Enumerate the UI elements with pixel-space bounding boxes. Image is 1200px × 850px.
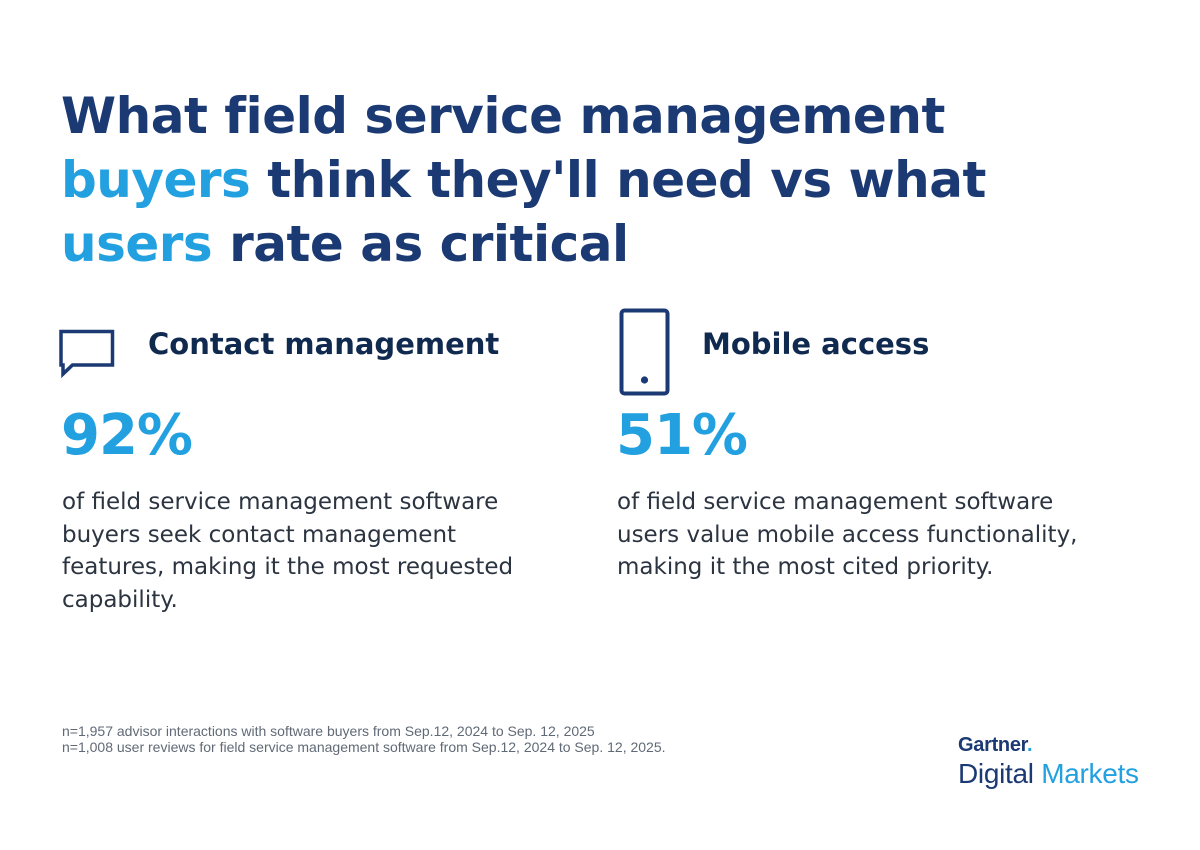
footnotes: n=1,957 advisor interactions with softwa…	[62, 723, 666, 755]
stat-description: of field service management software buy…	[62, 489, 514, 613]
logo-markets-text: Markets	[1041, 758, 1139, 789]
logo-digital-text: Digital	[958, 758, 1042, 789]
logo-gartner-text: Gartner	[958, 734, 1028, 756]
mobile-phone-icon	[613, 306, 673, 403]
stat-description: of field service management software use…	[617, 489, 1078, 580]
logo-gartner-dot: .	[1027, 734, 1033, 756]
page-headline: What field service management buyers thi…	[61, 84, 1151, 276]
stat-value: 51%	[616, 403, 748, 468]
headline-part-3: rate as critical	[212, 215, 629, 273]
footnote-users: n=1,008 user reviews for field service m…	[62, 739, 666, 755]
headline-part-1: What field service management	[61, 87, 945, 145]
logo-digital-markets: Digital Markets	[958, 758, 1139, 790]
headline-part-2: think they'll need vs what	[250, 151, 986, 209]
logo-gartner: Gartner.	[958, 733, 1139, 757]
chat-bubble-icon	[58, 306, 118, 385]
stat-label: Contact management	[148, 327, 500, 361]
footnote-buyers: n=1,957 advisor interactions with softwa…	[62, 723, 595, 739]
gartner-digital-markets-logo: Gartner. Digital Markets	[958, 733, 1139, 790]
stat-value: 92%	[61, 403, 193, 468]
headline-accent-buyers: buyers	[61, 151, 251, 209]
headline-accent-users: users	[61, 215, 213, 273]
stat-label: Mobile access	[702, 327, 930, 361]
